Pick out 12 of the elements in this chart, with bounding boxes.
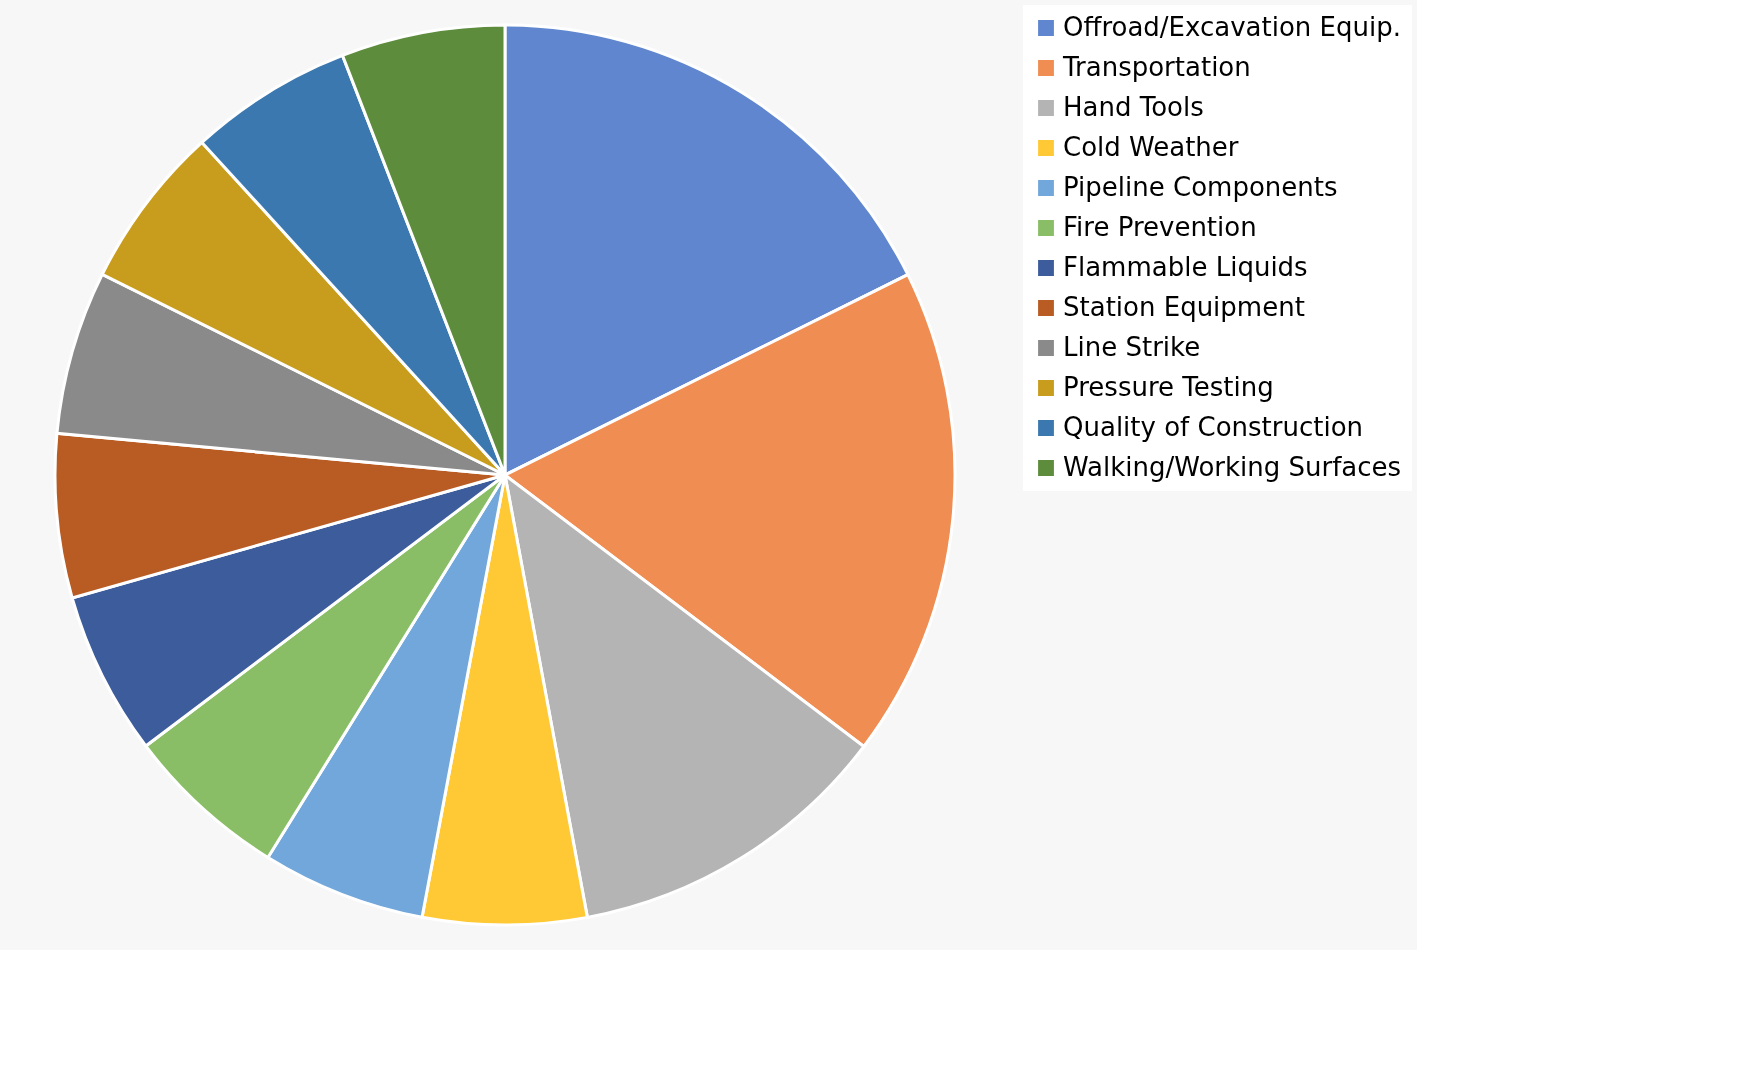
legend-label: Line Strike: [1063, 332, 1201, 362]
legend-label: Flammable Liquids: [1063, 252, 1308, 282]
legend-label: Cold Weather: [1063, 132, 1239, 162]
legend-label: Station Equipment: [1063, 292, 1305, 322]
legend-label: Quality of Construction: [1063, 412, 1364, 442]
legend-label: Pressure Testing: [1063, 372, 1274, 402]
legend-label: Hand Tools: [1063, 92, 1204, 122]
legend-label: Transportation: [1062, 52, 1251, 82]
legend-label: Walking/Working Surfaces: [1063, 452, 1402, 482]
legend-label: Pipeline Components: [1063, 172, 1338, 202]
legend-label: Fire Prevention: [1063, 212, 1257, 242]
legend-label: Offroad/Excavation Equip.: [1063, 12, 1401, 42]
